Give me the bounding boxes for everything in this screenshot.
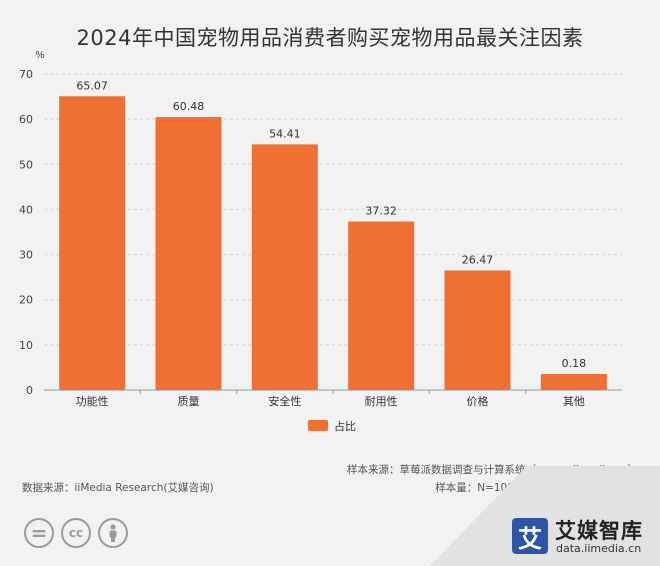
y-tick-label: 10 — [19, 339, 33, 352]
bar — [540, 374, 607, 390]
cc-icon: cc — [61, 518, 91, 548]
brand-name: 艾媒智库 — [555, 519, 643, 543]
y-tick-label: 0 — [26, 384, 33, 397]
bar — [251, 144, 318, 390]
x-tick-label: 功能性 — [76, 394, 109, 408]
x-tick-label: 耐用性 — [365, 394, 398, 408]
data-label: 60.48 — [173, 100, 205, 113]
y-tick-label: 30 — [19, 249, 33, 262]
legend-label: 占比 — [334, 419, 356, 433]
y-axis-unit-label: % — [35, 50, 45, 61]
data-label: 37.32 — [365, 205, 397, 218]
y-tick-label: 50 — [19, 158, 33, 171]
x-tick-label: 其他 — [563, 395, 585, 408]
y-tick-label: 20 — [19, 294, 33, 307]
y-tick-label: 70 — [19, 68, 33, 81]
chart-title: 2024年中国宠物用品消费者购买宠物用品最关注因素 — [76, 26, 584, 50]
data-source-note: 数据来源：iiMedia Research(艾媒咨询) — [22, 482, 214, 494]
bar — [59, 96, 126, 390]
equals-icon: = — [24, 518, 54, 548]
bar — [155, 116, 222, 390]
x-tick-label: 安全性 — [268, 394, 301, 408]
y-tick-label: 40 — [19, 203, 33, 216]
x-tick-label: 价格 — [467, 394, 489, 408]
x-tick-label: 质量 — [178, 395, 200, 408]
bar — [444, 270, 511, 390]
data-label: 26.47 — [462, 254, 494, 267]
data-label: 0.18 — [562, 357, 587, 370]
data-label: 54.41 — [269, 127, 301, 140]
data-label: 65.07 — [76, 79, 108, 92]
bar-chart: % 0 10 20 30 40 50 60 70 65.07 功能性 60.48 质量 54.41 安全性 3… — [19, 50, 622, 433]
license-icons: = cc — [24, 518, 128, 548]
person-icon — [98, 518, 128, 548]
brand-url: data.iimedia.cn — [556, 542, 642, 555]
legend-swatch — [308, 420, 328, 431]
y-tick-label: 60 — [19, 113, 33, 126]
bar — [348, 221, 415, 390]
brand-logo: 艾 — [512, 518, 548, 554]
